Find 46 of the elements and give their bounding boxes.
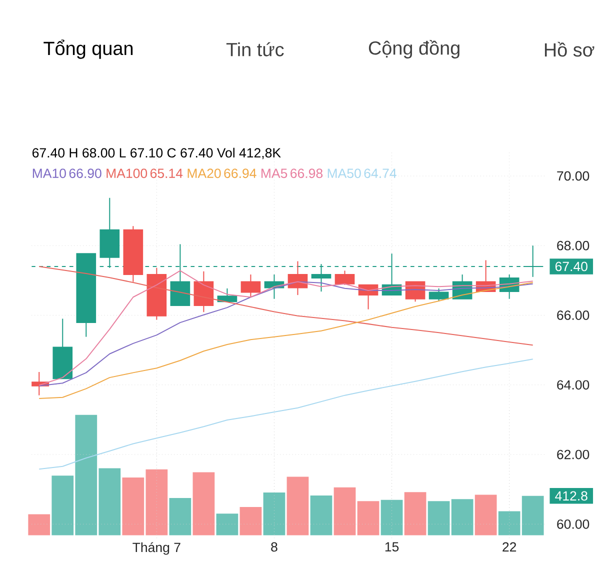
text: Tổng quan: [44, 39, 133, 59]
annotation: 65.14: [150, 168, 183, 178]
annotation: 67.40 H 68.00 L 67.10 C 67.40 Vol 412,8K: [32, 148, 281, 159]
text: MA20: [188, 168, 221, 178]
x-tick-label: Tháng 7: [132, 542, 180, 555]
text: MA50: [328, 168, 361, 178]
candlestick: [240, 274, 261, 298]
text: 412.8: [555, 491, 588, 500]
bar: [310, 495, 332, 536]
y-tick-label: 64.00: [557, 380, 590, 390]
x-tick-label: 8: [271, 542, 278, 552]
bar: [192, 472, 215, 536]
bar: [28, 514, 50, 536]
text: Tin tức: [226, 42, 284, 56]
y-tick-label: 62.00: [557, 450, 590, 460]
text: MA100: [106, 168, 148, 178]
y-tick-label: 70.00: [557, 171, 590, 180]
text: Hồ sơ: [544, 42, 594, 56]
text: MA5: [262, 168, 288, 178]
annotation: 66.90: [69, 168, 102, 178]
bar: [334, 487, 356, 536]
bar: [286, 476, 309, 536]
x-tick-label: 22: [502, 542, 516, 552]
candlestick: [428, 288, 449, 302]
bar: [428, 500, 450, 536]
candlestick: [334, 270, 355, 286]
annotation: 64.74: [364, 168, 396, 178]
y-tick-label: 68.00: [557, 240, 590, 250]
bar: [263, 492, 286, 536]
bar: [474, 494, 497, 536]
annotation: 66.94: [224, 168, 256, 178]
annotation: 66.98: [290, 168, 322, 178]
bar: [404, 492, 426, 536]
bar: [357, 500, 380, 536]
bar: [216, 513, 238, 536]
bar: [240, 506, 262, 536]
bar: [169, 498, 192, 536]
ref-line-label: 67.40: [555, 262, 588, 271]
bar: [380, 500, 403, 536]
x-tick-label: 15: [385, 542, 399, 552]
text: Cộng đồng: [368, 40, 460, 58]
bar: [451, 498, 474, 536]
candlestick: [194, 270, 214, 312]
y-tick-label: 66.00: [557, 310, 590, 320]
y-tick-label: 60.00: [557, 519, 590, 529]
text: MA10: [32, 168, 66, 178]
